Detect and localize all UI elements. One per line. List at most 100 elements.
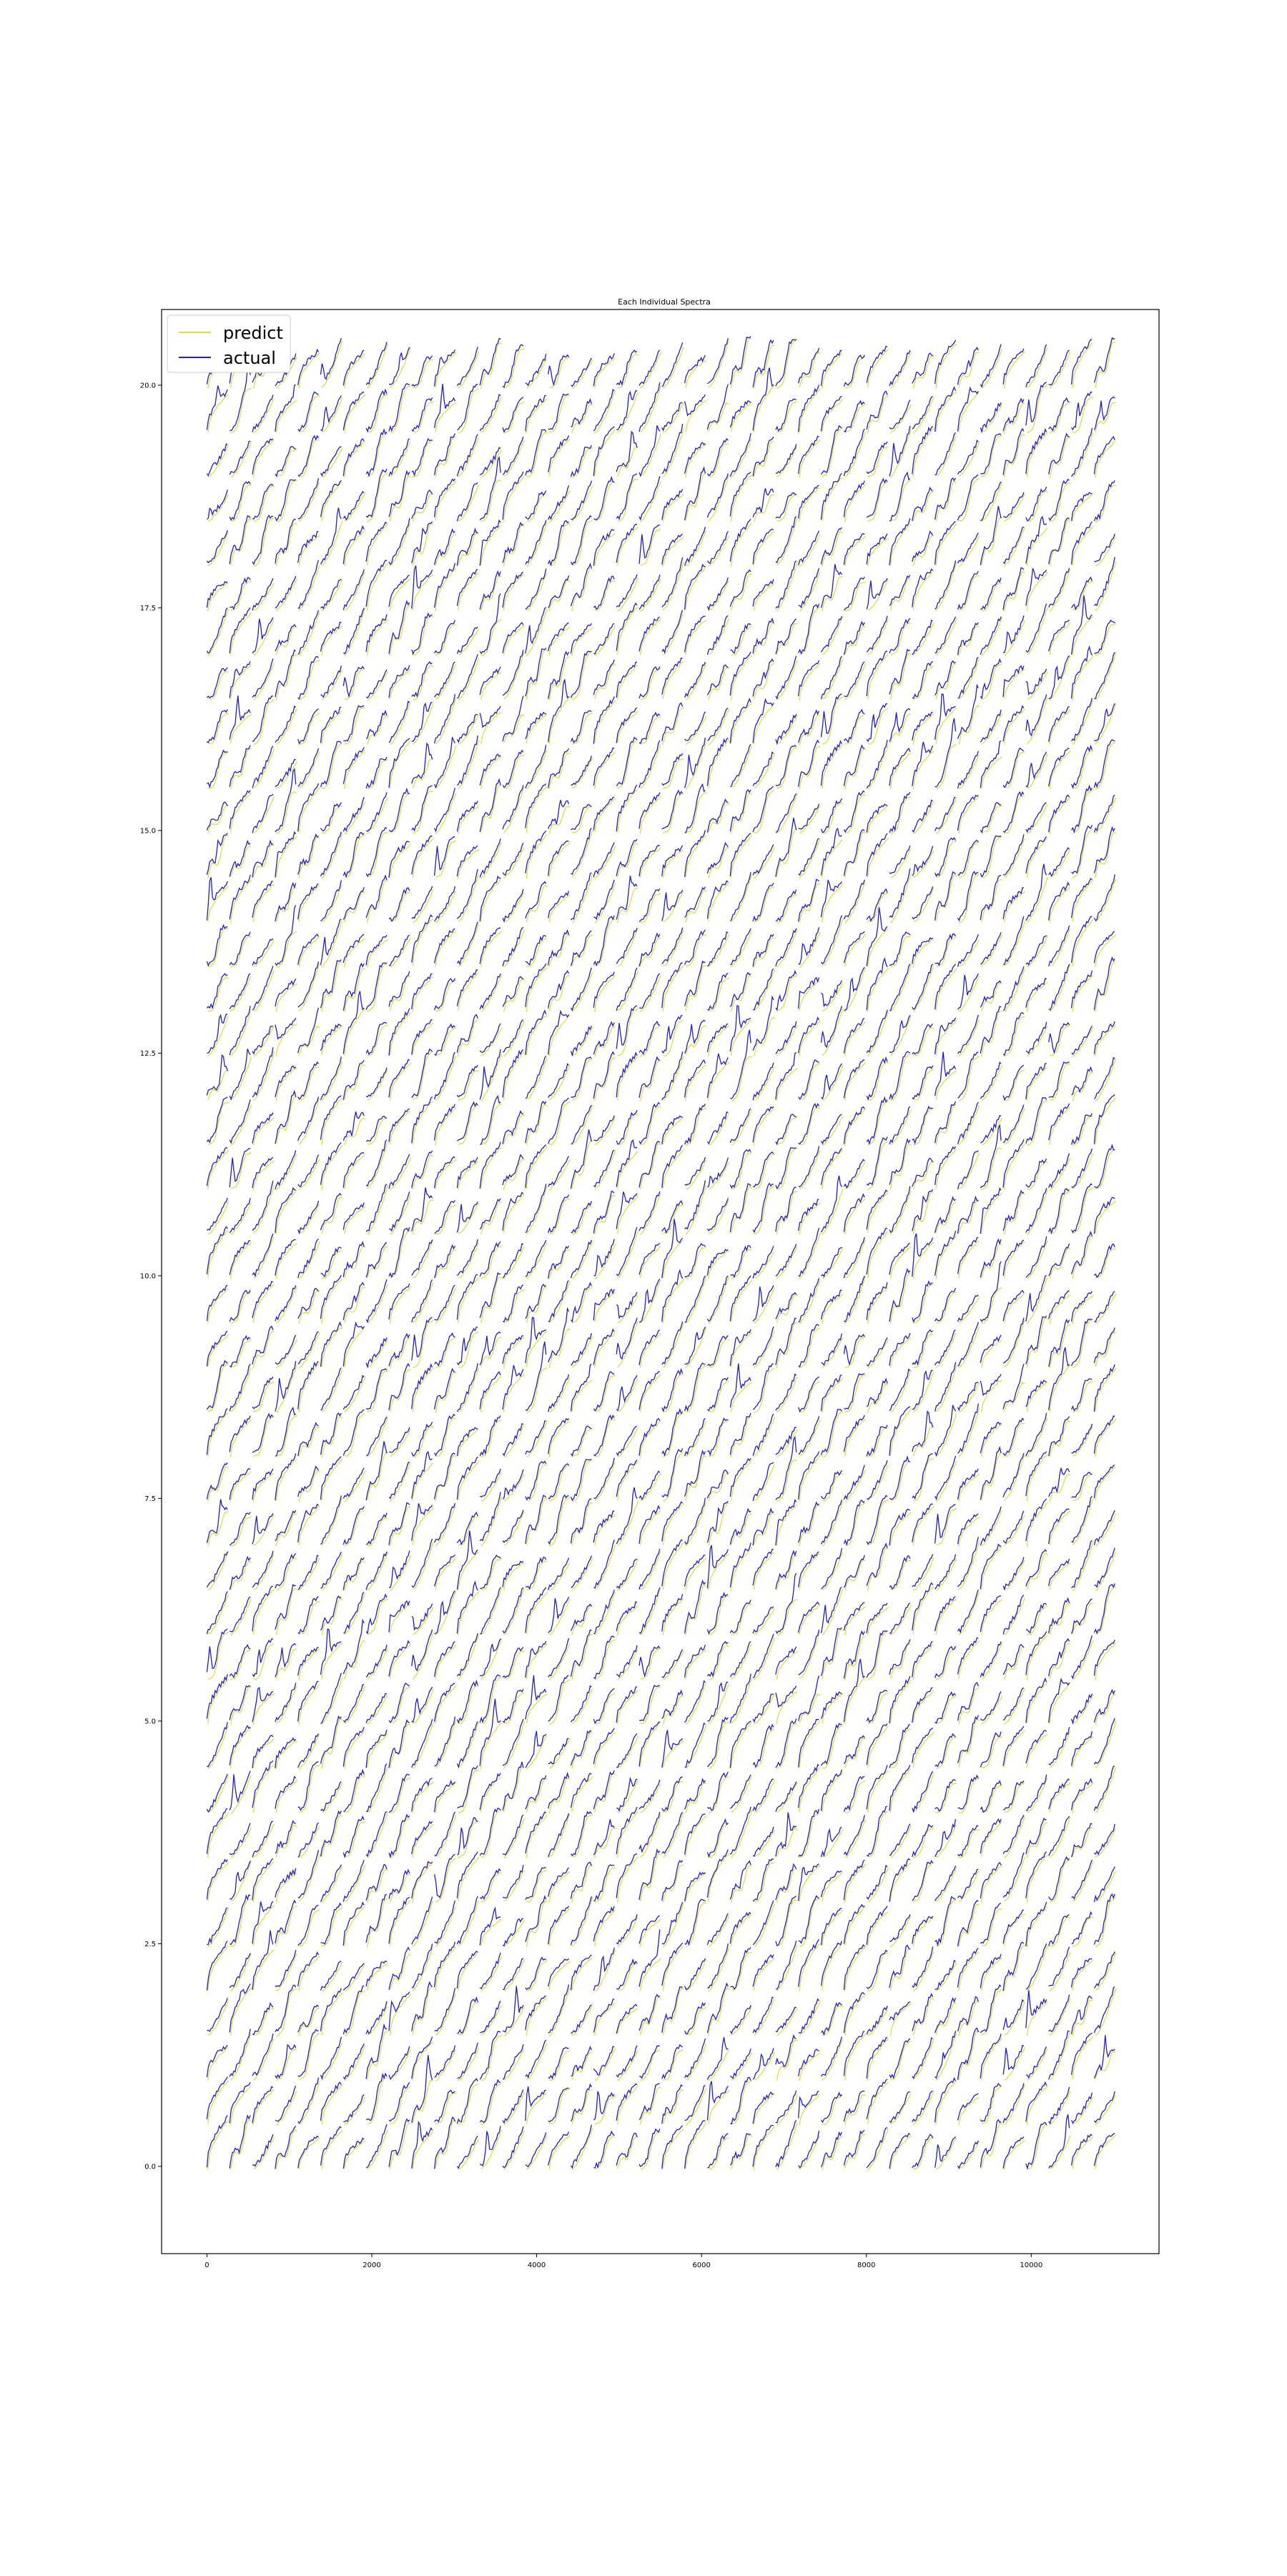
predict-line bbox=[731, 1914, 752, 1947]
predict-line bbox=[367, 962, 388, 1012]
predict-line bbox=[389, 1369, 411, 1413]
predict-line bbox=[616, 1605, 638, 1635]
predict-line bbox=[663, 613, 684, 655]
actual-line bbox=[571, 480, 592, 520]
actual-line bbox=[548, 650, 570, 699]
predict-line bbox=[708, 2049, 730, 2081]
predict-line bbox=[207, 1861, 230, 1902]
actual-line bbox=[706, 1249, 729, 1276]
predict-line bbox=[1003, 1143, 1025, 1189]
predict-line bbox=[503, 847, 525, 878]
actual-line bbox=[684, 1242, 706, 1277]
actual-line bbox=[957, 1294, 979, 1322]
actual-line bbox=[866, 650, 887, 697]
actual-line bbox=[502, 926, 524, 967]
predict-line bbox=[480, 756, 502, 790]
predict-line bbox=[435, 2049, 457, 2081]
actual-line bbox=[388, 1719, 410, 1768]
actual-line bbox=[229, 1467, 251, 1500]
predict-line bbox=[1095, 623, 1117, 656]
predict-line bbox=[275, 522, 297, 566]
y-tick-label: 15.0 bbox=[140, 827, 156, 835]
predict-line bbox=[390, 2086, 411, 2124]
actual-line bbox=[1002, 747, 1025, 788]
actual-line bbox=[957, 1537, 979, 1587]
predict-line bbox=[321, 1718, 343, 1770]
actual-line bbox=[1048, 881, 1070, 921]
predict-line bbox=[981, 2121, 1003, 2169]
actual-line bbox=[729, 744, 751, 788]
actual-line bbox=[866, 2079, 888, 2120]
actual-line bbox=[706, 1500, 729, 1543]
actual-line bbox=[616, 1776, 638, 1812]
actual-line bbox=[957, 1868, 979, 1900]
predict-line bbox=[548, 1738, 571, 1769]
actual-line bbox=[843, 790, 865, 833]
predict-line bbox=[526, 1463, 548, 1502]
y-axis: 0.02.55.07.510.012.515.017.520.0 bbox=[140, 382, 162, 2171]
actual-line bbox=[912, 1993, 934, 2031]
actual-line bbox=[912, 660, 933, 699]
predict-line bbox=[458, 351, 480, 390]
actual-line bbox=[684, 394, 706, 417]
predict-line bbox=[571, 1139, 593, 1189]
predict-line bbox=[731, 2052, 753, 2081]
actual-line bbox=[980, 1238, 1002, 1278]
actual-line bbox=[798, 1016, 820, 1054]
predict-line bbox=[1004, 795, 1025, 834]
predict-line bbox=[207, 1999, 230, 2036]
actual-line bbox=[820, 1148, 842, 1186]
predict-line bbox=[639, 481, 661, 522]
predict-line bbox=[413, 1606, 434, 1635]
actual-line bbox=[729, 1641, 751, 1678]
actual-line bbox=[320, 2126, 342, 2166]
actual-line bbox=[525, 1495, 547, 1544]
actual-line bbox=[843, 1500, 865, 1547]
predict-line bbox=[731, 522, 752, 568]
predict-line bbox=[389, 1873, 411, 1903]
predict-line bbox=[275, 983, 297, 1012]
predict-line bbox=[754, 1251, 775, 1279]
actual-line bbox=[980, 1187, 1002, 1234]
actual-line bbox=[843, 1775, 865, 1812]
actual-line bbox=[252, 1180, 274, 1232]
actual-line bbox=[525, 1283, 547, 1319]
predict-line bbox=[935, 1332, 957, 1368]
predict-line bbox=[321, 1907, 343, 1947]
predict-line bbox=[889, 404, 912, 434]
predict-line bbox=[708, 1823, 729, 1858]
actual-line bbox=[1093, 557, 1115, 607]
predict-line bbox=[1049, 1510, 1071, 1546]
predict-line bbox=[594, 1910, 616, 1947]
predict-line bbox=[207, 1201, 230, 1235]
actual-line bbox=[320, 395, 342, 432]
predict-line bbox=[413, 665, 434, 700]
predict-line bbox=[639, 1059, 661, 1101]
predict-line bbox=[526, 1420, 548, 1457]
predict-line bbox=[844, 1336, 866, 1368]
predict-line bbox=[458, 1242, 480, 1278]
actual-line bbox=[935, 1866, 957, 1901]
actual-line bbox=[252, 438, 274, 475]
actual-line bbox=[1025, 1188, 1047, 1233]
actual-line bbox=[729, 698, 751, 743]
actual-line bbox=[866, 1864, 888, 1901]
actual-line bbox=[752, 1182, 774, 1234]
predict-line bbox=[799, 931, 821, 969]
actual-line bbox=[388, 517, 410, 565]
predict-line bbox=[617, 1377, 638, 1412]
predict-line bbox=[503, 440, 525, 477]
actual-line bbox=[1002, 1595, 1025, 1635]
actual-line bbox=[706, 1640, 729, 1678]
actual-line bbox=[502, 1560, 524, 1587]
predict-line bbox=[889, 653, 912, 700]
predict-line bbox=[639, 1373, 661, 1413]
actual-line bbox=[889, 1508, 911, 1546]
predict-line bbox=[1003, 1946, 1025, 1992]
predict-line bbox=[230, 483, 252, 522]
predict-line bbox=[685, 1160, 707, 1190]
predict-line bbox=[662, 1323, 684, 1369]
actual-line bbox=[1025, 427, 1047, 475]
predict-line bbox=[275, 1648, 297, 1679]
actual-line bbox=[456, 347, 478, 387]
